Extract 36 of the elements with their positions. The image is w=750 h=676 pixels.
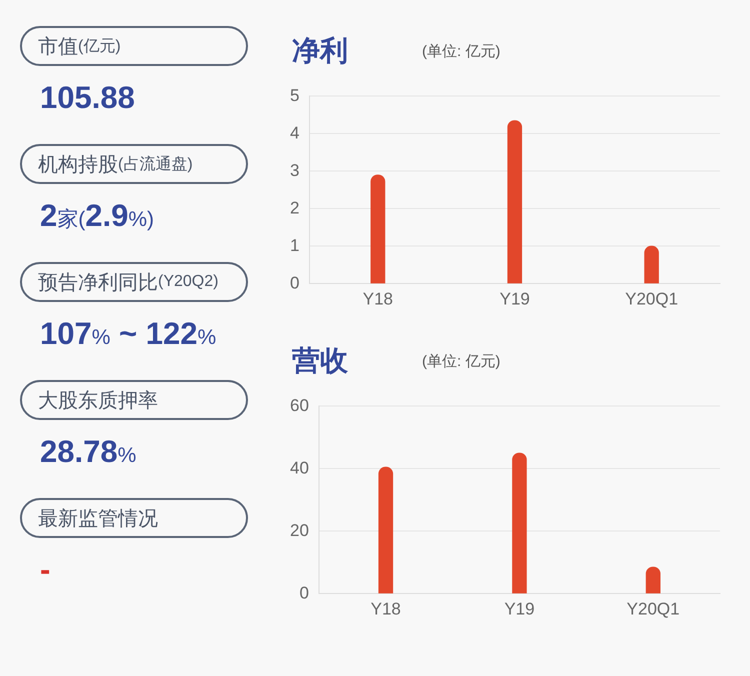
bar: [512, 452, 527, 594]
bar: [507, 120, 522, 284]
bar: [370, 174, 386, 284]
text: 最新监管情况: [20, 498, 248, 538]
y-tick-label: 40: [290, 458, 309, 478]
x-tick-label: Y18: [370, 599, 401, 618]
x-tick-label: Y19: [504, 599, 535, 618]
x-tick-label: Y19: [500, 289, 530, 308]
y-tick-label: 60: [290, 396, 309, 415]
x-tick-label: Y20Q1: [626, 599, 680, 618]
bar: [644, 246, 659, 284]
text: 大股东质押率: [20, 380, 248, 420]
text: -: [39, 551, 52, 589]
y-tick-label: 3: [290, 160, 300, 180]
y-tick-label: 20: [290, 520, 309, 540]
chart-subtitle: (单位: 亿元): [422, 352, 500, 371]
y-tick-label: 5: [290, 86, 300, 105]
chart-title: 净利: [292, 34, 348, 68]
y-tick-label: 0: [290, 273, 300, 292]
text: 市值(亿元): [20, 26, 248, 66]
text: 107% ~ 122%: [39, 315, 218, 353]
y-tick-label: 2: [290, 198, 300, 218]
x-tick-label: Y18: [362, 289, 394, 308]
text: 28.78%: [39, 433, 138, 471]
text: 105.88: [39, 79, 136, 117]
text: 预告净利同比(Y20Q2): [20, 262, 248, 302]
text: 机构持股(占流通盘): [20, 144, 248, 184]
y-tick-label: 1: [290, 236, 300, 255]
bar: [378, 466, 394, 594]
y-tick-label: 4: [290, 123, 300, 142]
chart-subtitle: (单位: 亿元): [422, 42, 500, 61]
chart-title: 营收: [292, 344, 348, 378]
bar: [646, 566, 660, 594]
y-tick-label: 0: [299, 583, 309, 602]
x-tick-label: Y20Q1: [625, 289, 678, 308]
text: 2家(2.9%): [39, 197, 156, 235]
